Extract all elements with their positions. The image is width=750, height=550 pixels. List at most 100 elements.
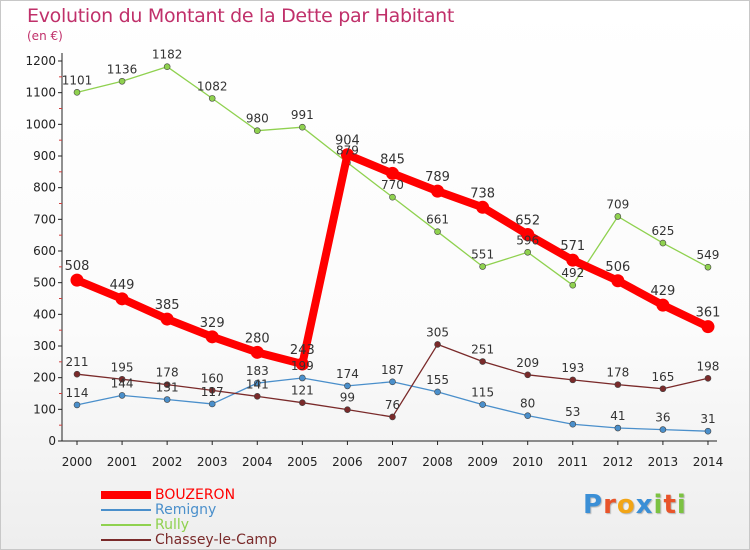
data-point xyxy=(208,95,216,102)
data-label: 117 xyxy=(201,385,224,399)
data-point xyxy=(479,358,486,365)
data-point xyxy=(340,148,354,162)
legend-swatch xyxy=(101,524,151,526)
data-label: 199 xyxy=(291,359,314,373)
data-point xyxy=(569,420,577,428)
data-point xyxy=(569,376,577,384)
data-label: 361 xyxy=(696,306,721,321)
data-point xyxy=(118,375,126,383)
legend-swatch xyxy=(101,539,151,541)
logo-letter: o xyxy=(616,490,636,520)
data-label: 904 xyxy=(335,134,360,149)
data-label: 187 xyxy=(381,363,404,377)
data-label: 41 xyxy=(610,409,625,423)
data-point xyxy=(434,388,441,396)
data-point xyxy=(70,273,84,287)
legend-item: Rully xyxy=(101,517,189,533)
x-tick-label: 2000 xyxy=(62,455,93,469)
data-point xyxy=(659,385,667,393)
data-point xyxy=(614,381,622,388)
data-point xyxy=(118,77,126,85)
data-point xyxy=(389,378,396,386)
data-point xyxy=(250,345,264,359)
data-label: 506 xyxy=(605,260,630,275)
y-tick-label: 1200 xyxy=(25,54,56,68)
data-label: 193 xyxy=(561,361,584,375)
data-point xyxy=(479,401,486,408)
data-label: 661 xyxy=(426,213,449,227)
data-label: 571 xyxy=(560,239,585,254)
data-point xyxy=(524,248,532,256)
data-point xyxy=(701,320,715,334)
data-label: 551 xyxy=(471,248,494,262)
logo-letter: x xyxy=(635,490,654,520)
x-tick-label: 2012 xyxy=(603,455,634,469)
data-point xyxy=(299,123,306,131)
data-point xyxy=(614,213,622,220)
y-tick-label: 900 xyxy=(33,149,56,163)
data-point xyxy=(389,413,396,421)
logo-letter: i xyxy=(653,490,664,520)
data-point xyxy=(208,387,216,394)
y-tick-label: 600 xyxy=(33,244,56,258)
data-label: 652 xyxy=(515,214,540,229)
x-tick-label: 2010 xyxy=(512,455,543,469)
x-tick-label: 2004 xyxy=(242,455,273,469)
y-tick-label: 300 xyxy=(33,339,56,353)
y-tick-label: 700 xyxy=(33,212,56,226)
legend-label: Chassey-le-Camp xyxy=(155,531,277,548)
data-point xyxy=(385,166,399,180)
data-label: 429 xyxy=(650,284,675,299)
data-point xyxy=(656,298,670,312)
data-label: 596 xyxy=(516,233,539,247)
data-label: 121 xyxy=(291,384,314,398)
data-label: 280 xyxy=(245,331,270,346)
data-point xyxy=(704,427,712,435)
x-tick-label: 2013 xyxy=(648,455,679,469)
legend-item: Remigny xyxy=(101,502,216,518)
data-point xyxy=(659,239,667,247)
data-label: 385 xyxy=(155,298,180,313)
data-point xyxy=(299,399,306,406)
data-label: 492 xyxy=(561,266,584,280)
data-point xyxy=(431,184,445,198)
y-tick-label: 100 xyxy=(33,402,56,416)
y-tick-label: 400 xyxy=(33,307,56,321)
data-label: 99 xyxy=(340,391,355,405)
data-point xyxy=(521,228,535,242)
logo-letter: P xyxy=(583,490,604,520)
data-point xyxy=(479,263,486,270)
data-point xyxy=(160,312,174,326)
data-point xyxy=(73,401,81,409)
data-point xyxy=(524,371,532,379)
data-label: 76 xyxy=(385,398,400,412)
data-label: 144 xyxy=(111,376,134,390)
data-label: 211 xyxy=(66,355,89,369)
data-point xyxy=(73,370,81,378)
data-point xyxy=(163,63,171,70)
data-label: 155 xyxy=(426,373,449,387)
data-label: 178 xyxy=(606,366,629,380)
data-label: 1082 xyxy=(197,79,228,93)
data-label: 243 xyxy=(290,343,315,358)
data-point xyxy=(569,281,577,289)
data-label: 991 xyxy=(291,108,314,122)
data-point xyxy=(253,393,261,400)
x-tick-label: 2001 xyxy=(107,455,138,469)
y-tick-label: 0 xyxy=(48,434,56,448)
data-point xyxy=(299,374,306,382)
data-point xyxy=(295,357,309,371)
data-label: 183 xyxy=(246,364,269,378)
data-label: 789 xyxy=(425,170,450,185)
data-label: 980 xyxy=(246,112,269,126)
data-label: 549 xyxy=(697,248,720,262)
data-point xyxy=(205,330,219,344)
data-label: 53 xyxy=(565,405,580,419)
data-label: 1136 xyxy=(107,62,138,76)
logo-letter: t xyxy=(663,490,677,520)
data-label: 195 xyxy=(111,360,134,374)
data-point xyxy=(434,341,441,348)
data-label: 80 xyxy=(520,397,535,411)
